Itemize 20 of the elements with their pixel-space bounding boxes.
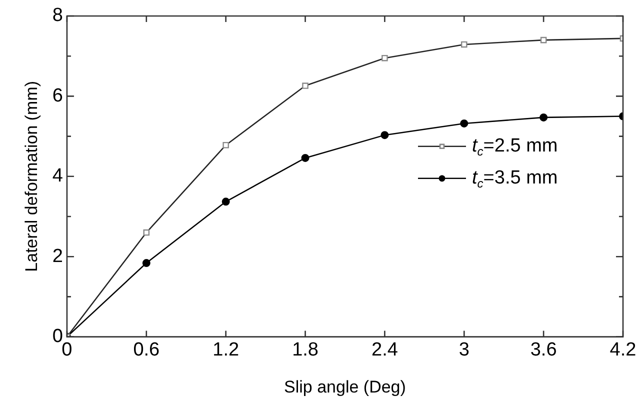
point xyxy=(222,198,230,206)
x-tick-label: 3.6 xyxy=(530,339,557,360)
y-tick-label: 2 xyxy=(52,246,63,267)
y-tick-label: 0 xyxy=(52,326,63,348)
x-tick-label: 1.2 xyxy=(212,339,240,360)
x-tick-label: 3 xyxy=(458,339,470,360)
y-tick-label: 6 xyxy=(52,85,63,106)
point xyxy=(540,113,548,122)
y-axis-title: Lateral deformation (mm) xyxy=(22,80,41,272)
x-tick-label: 2.4 xyxy=(371,339,398,360)
x-tick-label: 1.8 xyxy=(292,339,318,360)
y-tick-label: 4 xyxy=(52,166,64,187)
x-axis-title: Slip angle (Deg) xyxy=(284,377,406,396)
x-tick-label: 0.6 xyxy=(133,339,160,360)
y-tick-label: 8 xyxy=(52,5,63,26)
x-tick-label: 4.2 xyxy=(610,339,636,360)
point xyxy=(380,131,389,140)
point xyxy=(142,259,150,268)
point xyxy=(301,154,310,162)
point xyxy=(460,119,468,128)
